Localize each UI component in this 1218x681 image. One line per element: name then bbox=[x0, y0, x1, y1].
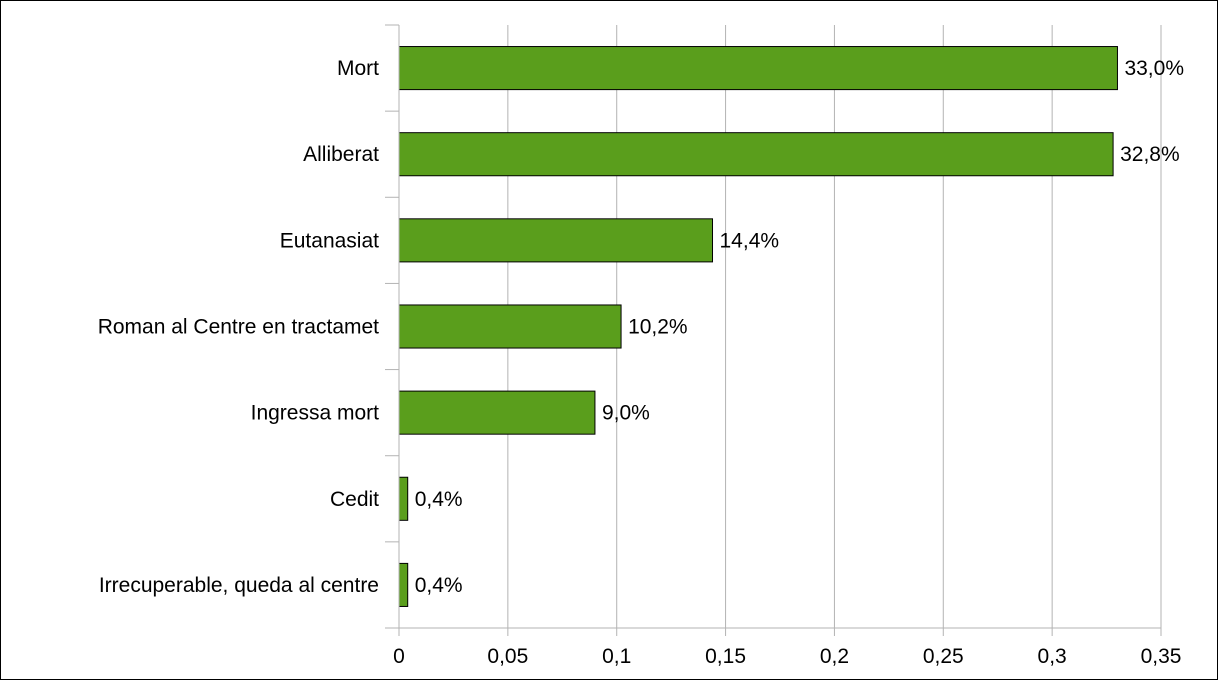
axes bbox=[385, 24, 1162, 636]
category-label: Ingressa mort bbox=[251, 402, 380, 425]
category-label: Roman al Centre en tractamet bbox=[98, 316, 379, 339]
x-tick-label: 0,05 bbox=[487, 645, 528, 668]
data-label: 0,4% bbox=[415, 574, 463, 597]
category-label: Cedit bbox=[330, 488, 379, 511]
data-label: 32,8% bbox=[1120, 143, 1180, 166]
bar bbox=[398, 304, 622, 349]
data-label: 9,0% bbox=[602, 402, 650, 425]
data-label: 0,4% bbox=[415, 488, 463, 511]
bars bbox=[398, 46, 1118, 607]
x-tick-label: 0,25 bbox=[923, 645, 964, 668]
x-tick-label: 0,15 bbox=[705, 645, 746, 668]
bar bbox=[398, 132, 1114, 177]
data-label: 33,0% bbox=[1124, 57, 1184, 80]
x-tick-label: 0,3 bbox=[1038, 645, 1067, 668]
category-label: Eutanasiat bbox=[280, 229, 379, 252]
category-label: Mort bbox=[337, 57, 379, 80]
gridlines bbox=[507, 25, 1162, 628]
bar bbox=[398, 46, 1118, 91]
x-tick-label: 0,35 bbox=[1141, 645, 1182, 668]
bar bbox=[398, 218, 714, 263]
data-label: 14,4% bbox=[720, 229, 780, 252]
x-tick-label: 0,1 bbox=[602, 645, 631, 668]
labels: 0 0,05 0,1 0,15 0,2 0,25 0,3 0,35 Mort 33,0% Allib… bbox=[98, 57, 1184, 668]
x-tick-label: 0 bbox=[393, 645, 405, 668]
x-tick-label: 0,2 bbox=[820, 645, 849, 668]
category-label: Alliberat bbox=[303, 143, 379, 166]
data-label: 10,2% bbox=[628, 316, 688, 339]
bar bbox=[398, 390, 596, 435]
bar bbox=[398, 562, 409, 607]
bar bbox=[398, 476, 409, 521]
category-label: Irrecuperable, queda al centre bbox=[99, 574, 379, 597]
